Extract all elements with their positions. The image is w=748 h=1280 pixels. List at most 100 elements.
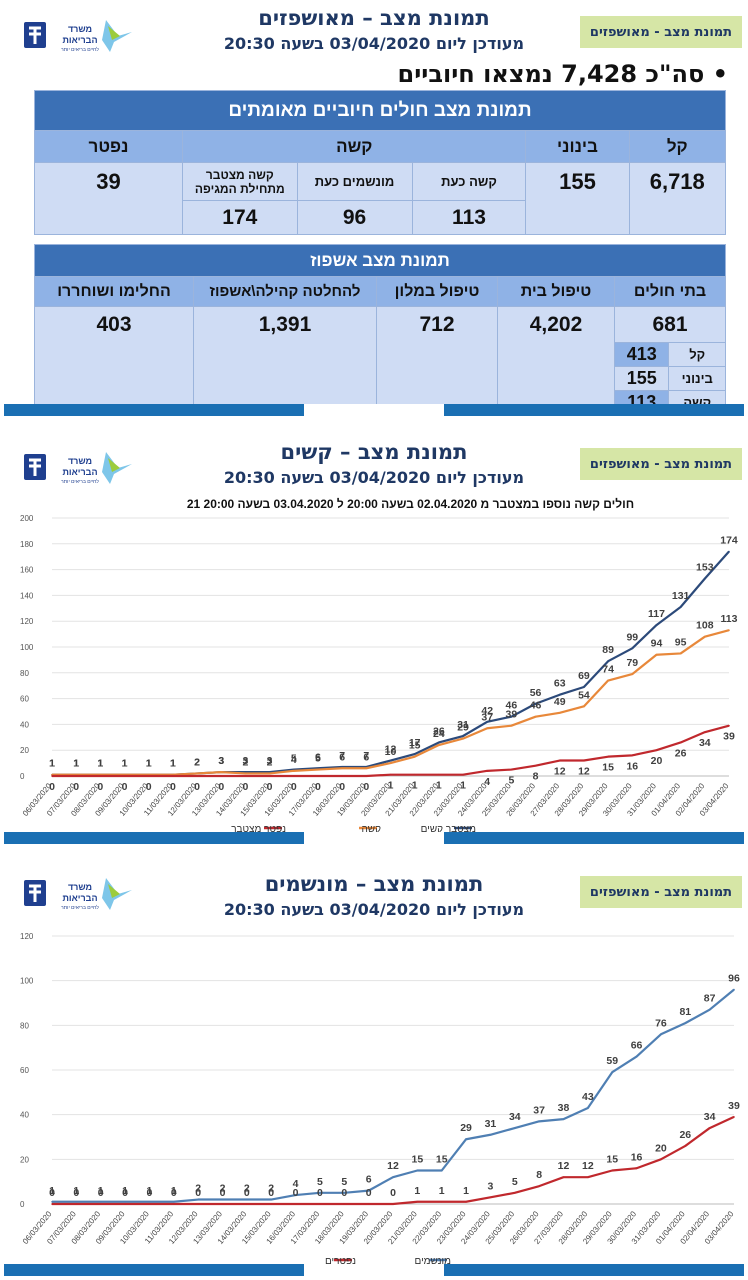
- data-label: 1: [460, 780, 466, 792]
- data-label: 12: [558, 1160, 570, 1172]
- breakdown-label-medium: בינוני: [668, 366, 726, 391]
- breakdown-value-medium: 155: [613, 366, 670, 391]
- data-label: 5: [512, 1176, 518, 1188]
- data-label: 1: [412, 780, 418, 792]
- data-label: 59: [606, 1055, 618, 1067]
- logo-line1: משרד: [68, 24, 92, 34]
- light-value: 6,718: [628, 162, 726, 235]
- data-point: [489, 1196, 492, 1199]
- data-label: 117: [648, 608, 665, 620]
- data-point: [465, 1138, 467, 1141]
- data-label: 37: [533, 1104, 545, 1116]
- data-label: 39: [728, 1100, 740, 1112]
- y-tick-label: 160: [20, 566, 34, 575]
- chart-page-title: תמונת מצב – קשים: [280, 440, 468, 464]
- data-label: 46: [530, 700, 542, 712]
- data-label: 0: [220, 1187, 226, 1199]
- severe-now-value: 113: [411, 200, 527, 235]
- data-label: 108: [696, 620, 714, 632]
- data-label: 39: [723, 731, 735, 743]
- data-label: 0: [98, 1187, 104, 1199]
- data-label: 76: [655, 1017, 667, 1029]
- data-label: 113: [721, 613, 738, 625]
- data-point: [416, 1200, 419, 1203]
- data-label: 15: [602, 762, 614, 774]
- data-label: 26: [679, 1129, 691, 1141]
- section-badge: תמונת מצב - מאושפזים: [580, 16, 742, 48]
- y-tick-label: 80: [20, 669, 29, 678]
- col-recovered: החלימו ושוחררו: [34, 276, 194, 307]
- legend-label: נפטרים: [325, 1256, 356, 1267]
- data-label: 1: [49, 758, 55, 770]
- data-label: 94: [651, 638, 663, 650]
- data-point: [607, 660, 609, 662]
- y-tick-label: 140: [20, 591, 34, 600]
- data-label: 1: [73, 1185, 79, 1197]
- data-point: [684, 1145, 687, 1147]
- data-label: 81: [679, 1006, 691, 1018]
- ministry-logo: משרד הבריאות לחיים בריאים יותר: [22, 450, 134, 490]
- hospitalization-header: תמונת מצב אשפוז: [34, 244, 726, 277]
- data-label: 0: [218, 781, 224, 793]
- data-point: [343, 1203, 346, 1205]
- data-point: [367, 1189, 370, 1192]
- data-point: [123, 775, 126, 777]
- data-label: 17: [409, 737, 421, 749]
- data-label: 1: [170, 758, 176, 770]
- data-point: [607, 755, 609, 758]
- svg-text:לחיים בריאים יותר: לחיים בריאים יותר: [61, 478, 99, 485]
- data-point: [220, 771, 223, 773]
- data-label: 3: [218, 755, 224, 767]
- data-label: 1: [436, 780, 442, 792]
- data-point: [733, 988, 735, 991]
- data-label: 24: [433, 728, 445, 740]
- data-point: [365, 767, 368, 770]
- data-point: [270, 1203, 273, 1205]
- data-point: [708, 1127, 711, 1129]
- data-point: [583, 759, 585, 762]
- recovered-value: 403: [34, 306, 194, 415]
- data-point: [51, 775, 53, 777]
- data-point: [631, 647, 634, 650]
- section-badge: תמונת מצב - מאושפזים: [580, 448, 742, 480]
- data-point: [587, 1107, 589, 1109]
- y-tick-label: 80: [20, 1021, 29, 1030]
- data-point: [704, 635, 706, 638]
- chart-title: חולים קשה נוספו במצטבר מ 02.04.2020 בשעה…: [187, 497, 634, 511]
- svg-text:משרד: משרד: [68, 456, 92, 466]
- data-point: [124, 1200, 126, 1203]
- data-point: [538, 1120, 540, 1123]
- data-point: [462, 737, 464, 740]
- ministry-logo: משרד הבריאות לחיים בריאים יותר: [22, 18, 134, 58]
- data-point: [147, 775, 150, 777]
- bottom-bar: [4, 404, 744, 416]
- data-label: 8: [536, 1169, 542, 1181]
- data-label: 0: [317, 1187, 323, 1199]
- data-label: 1: [49, 1185, 55, 1197]
- data-label: 0: [194, 781, 200, 793]
- data-label: 0: [243, 781, 249, 793]
- dead-value: 39: [33, 162, 184, 235]
- data-label: 0: [97, 781, 103, 793]
- data-label: 1: [97, 758, 103, 770]
- data-label: 7: [339, 750, 345, 762]
- logo-line3: לחיים בריאים יותר: [61, 46, 99, 53]
- data-label: 4: [293, 1178, 299, 1190]
- data-label: 20: [655, 1142, 667, 1154]
- data-label: 2: [194, 756, 200, 768]
- data-label: 0: [170, 781, 176, 793]
- data-label: 6: [366, 1174, 372, 1186]
- data-point: [486, 770, 489, 772]
- data-label: 2: [243, 756, 249, 768]
- data-point: [367, 1203, 370, 1205]
- data-point: [99, 1200, 102, 1203]
- data-label: 29: [460, 1122, 472, 1134]
- data-point: [148, 1200, 151, 1203]
- data-point: [489, 1133, 492, 1136]
- y-tick-label: 180: [20, 540, 34, 549]
- data-point: [438, 773, 440, 776]
- data-label: 15: [436, 1154, 448, 1166]
- data-label: 31: [457, 719, 469, 731]
- data-label: 0: [341, 1187, 347, 1199]
- data-point: [558, 711, 561, 714]
